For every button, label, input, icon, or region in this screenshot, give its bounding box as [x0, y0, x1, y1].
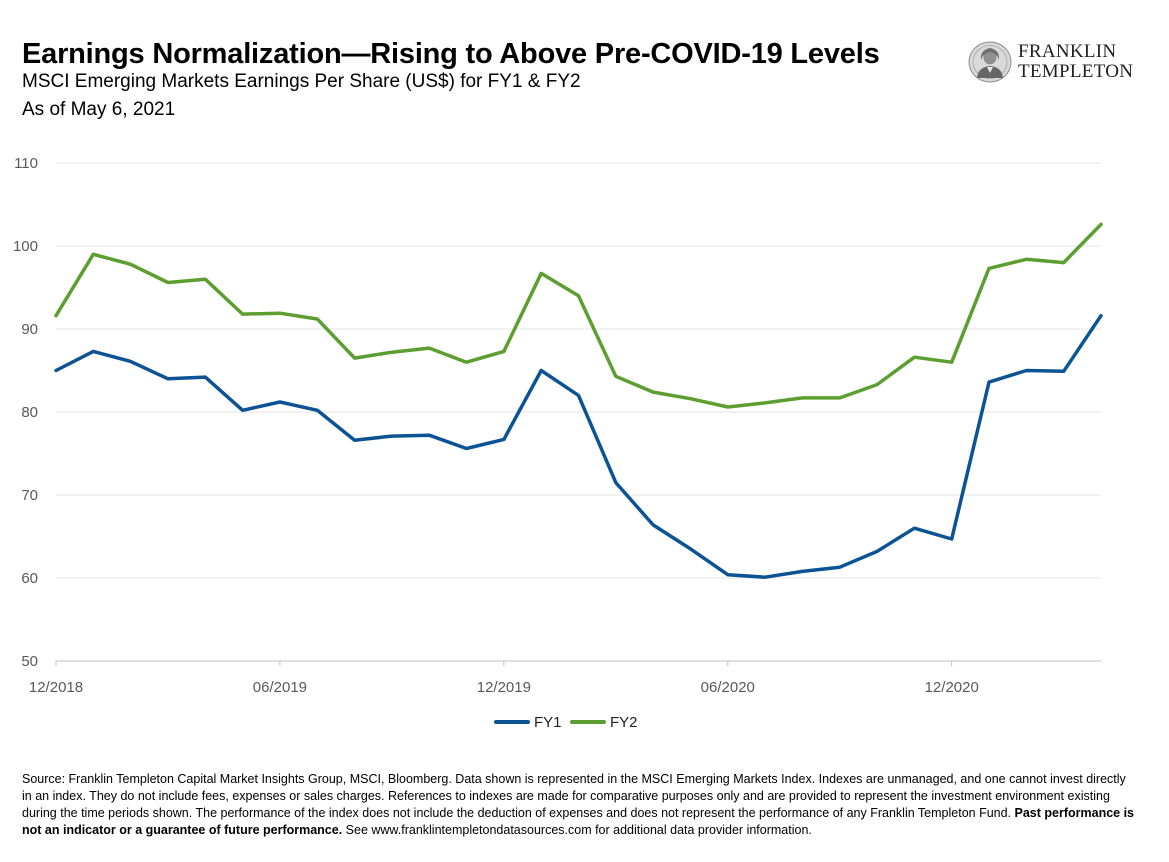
- x-tick-label: 12/2019: [477, 679, 531, 696]
- source-tail: See www.franklintempletondatasources.com…: [342, 823, 812, 837]
- logo-text-franklin: FRANKLIN: [1018, 41, 1117, 62]
- legend-label-fy1: FY1: [534, 713, 562, 731]
- y-tick-label-60: 60: [21, 570, 38, 587]
- x-tick-label: 12/2018: [29, 679, 83, 696]
- gridlines: [56, 162, 1101, 579]
- chart-legend: FY1 FY2: [0, 712, 1169, 732]
- legend-item-fy1: FY1: [494, 712, 562, 732]
- series-line-fy1: [54, 313, 1103, 579]
- y-tick-label-90: 90: [21, 321, 38, 338]
- x-axis: [55, 660, 1101, 666]
- chart-subtitle: MSCI Emerging Markets Earnings Per Share…: [22, 71, 581, 92]
- source-footnote: Source: Franklin Templeton Capital Marke…: [22, 771, 1134, 839]
- x-tick-label: 12/2020: [925, 679, 979, 696]
- legend-swatch-fy1: [494, 720, 530, 724]
- line-chart: 50 60 70 80 90 100 110 12/2018 06/2019 12/2019 06…: [13, 155, 1103, 696]
- y-tick-label-80: 80: [21, 404, 38, 421]
- y-tick-label-50: 50: [21, 653, 38, 670]
- y-axis-tick-labels: 50 60 70 80 90 100 110: [13, 155, 38, 670]
- x-tick-label: 06/2019: [253, 679, 307, 696]
- performance-disclaimer: Past performance is not an indicator or …: [22, 806, 1135, 837]
- y-tick-label-100: 100: [13, 238, 38, 255]
- series-lines: [54, 222, 1103, 579]
- source-text: Source: Franklin Templeton Capital Marke…: [22, 772, 1126, 820]
- series-line-fy2: [54, 222, 1103, 409]
- chart-title: Earnings Normalization—Rising to Above P…: [22, 38, 880, 70]
- as-of-date: As of May 6, 2021: [22, 99, 176, 120]
- y-tick-label-70: 70: [21, 487, 38, 504]
- franklin-templeton-logo: FRANKLIN TEMPLETON: [966, 40, 1156, 84]
- logo-text-templeton: TEMPLETON: [1018, 61, 1134, 82]
- legend-label-fy2: FY2: [610, 713, 638, 731]
- franklin-portrait-icon: [968, 41, 1012, 83]
- legend-item-fy2: FY2: [570, 712, 638, 732]
- x-tick-label: 06/2020: [701, 679, 755, 696]
- x-axis-tick-labels: 12/2018 06/2019 12/2019 06/2020 12/2020: [29, 679, 979, 696]
- y-tick-label-110: 110: [14, 155, 38, 172]
- legend-swatch-fy2: [570, 720, 606, 724]
